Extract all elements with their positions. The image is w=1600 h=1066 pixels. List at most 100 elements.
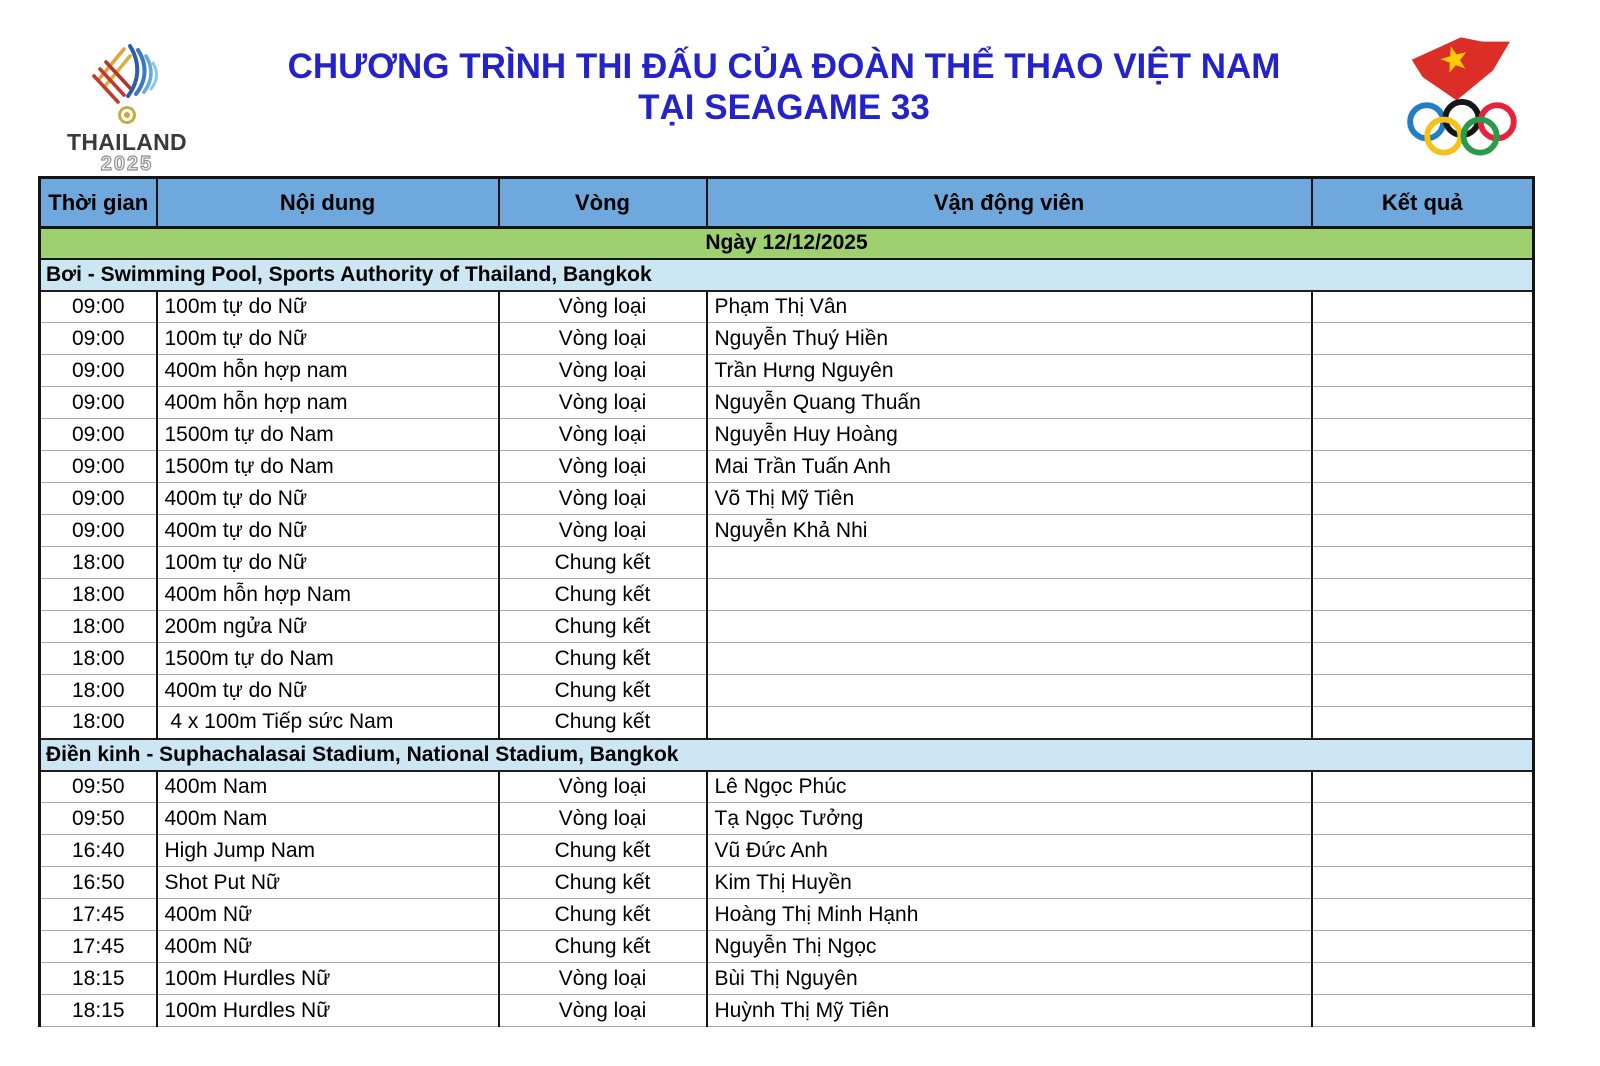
table-row: 09:00 100m tự do Nữ Vòng loại Nguyễn Thuý H… <box>39 322 1534 355</box>
cell-result <box>1311 354 1534 387</box>
cell-event: 200m ngửa Nữ <box>156 610 500 643</box>
vietnam-flag-olympic-rings-icon <box>1407 37 1517 156</box>
cell-event: High Jump Nam <box>156 834 500 867</box>
cell-result <box>1311 674 1534 707</box>
cell-athlete: Nguyễn Thị Ngọc <box>706 930 1313 963</box>
table-row: 16:50 Shot Put Nữ Chung kết Kim Thị Huyền <box>39 866 1534 899</box>
cell-athlete <box>706 546 1313 579</box>
cell-event: 1500m tự do Nam <box>156 450 500 483</box>
cell-event: 1500m tự do Nam <box>156 642 500 675</box>
cell-athlete: Nguyễn Huy Hoàng <box>706 418 1313 451</box>
cell-athlete: Kim Thị Huyền <box>706 866 1313 899</box>
table-row: 17:45 400m Nữ Chung kết Nguyễn Thị Ngọc <box>39 930 1534 963</box>
cell-athlete: Võ Thị Mỹ Tiên <box>706 482 1313 515</box>
cell-athlete <box>706 610 1313 643</box>
cell-round: Vòng loại <box>498 450 708 483</box>
cell-result <box>1311 482 1534 515</box>
cell-time: 09:00 <box>39 354 158 387</box>
table-row: 09:00 400m tự do Nữ Vòng loại Nguyễn Khả Nh… <box>39 514 1534 547</box>
cell-result <box>1311 930 1534 963</box>
cell-result <box>1311 450 1534 483</box>
cell-event: 400m tự do Nữ <box>156 674 500 707</box>
section-header: Bơi - Swimming Pool, Sports Authority of… <box>39 257 1534 292</box>
yellow-star-icon <box>1440 46 1467 73</box>
column-header-2: Nội dung <box>155 176 500 229</box>
cell-event: 400m Nam <box>156 770 500 803</box>
column-header-4: Vận động viên <box>705 176 1313 229</box>
table-row: 09:00 100m tự do Nữ Vòng loại Phạm Thị Vân <box>39 290 1534 323</box>
olympic-rings-icon <box>1407 99 1517 156</box>
cell-time: 16:50 <box>39 866 158 899</box>
cell-event: 100m tự do Nữ <box>156 290 500 323</box>
cell-result <box>1311 962 1534 995</box>
cell-time: 18:00 <box>39 578 158 611</box>
cell-event: 100m tự do Nữ <box>156 546 500 579</box>
cell-event: Shot Put Nữ <box>156 866 500 899</box>
cell-time: 17:45 <box>39 898 158 931</box>
cell-athlete: Trần Hưng Nguyên <box>706 354 1313 387</box>
cell-result <box>1311 994 1534 1027</box>
cell-time: 09:50 <box>39 770 158 803</box>
cell-result <box>1311 322 1534 355</box>
date-row: Ngày 12/12/2025 <box>39 226 1534 260</box>
cell-athlete <box>706 642 1313 675</box>
cell-time: 09:00 <box>39 386 158 419</box>
cell-round: Chung kết <box>498 898 708 931</box>
cell-time: 09:00 <box>39 482 158 515</box>
cell-time: 09:00 <box>39 514 158 547</box>
vietnam-olympic-logo <box>1396 32 1530 158</box>
cell-result <box>1311 866 1534 899</box>
cell-athlete: Hoàng Thị Minh Hạnh <box>706 898 1313 931</box>
vietnam-flag-icon <box>1411 37 1510 101</box>
cell-time: 18:15 <box>39 962 158 995</box>
cell-result <box>1311 386 1534 419</box>
cell-result <box>1311 770 1534 803</box>
cell-time: 09:00 <box>39 322 158 355</box>
cell-round: Chung kết <box>498 674 708 707</box>
cell-round: Vòng loại <box>498 386 708 419</box>
table-row: 18:00 100m tự do Nữ Chung kết <box>39 546 1534 579</box>
cell-round: Vòng loại <box>498 290 708 323</box>
column-header-1: Thời gian <box>38 176 158 229</box>
cell-round: Chung kết <box>498 706 708 739</box>
cell-round: Chung kết <box>498 866 708 899</box>
cell-round: Vòng loại <box>498 994 708 1027</box>
cell-time: 16:40 <box>39 834 158 867</box>
thailand-logo-name: THAILAND <box>67 129 187 155</box>
table-row: 09:00 400m hỗn hợp nam Vòng loại Trần Hưng … <box>39 354 1534 387</box>
cell-athlete: Nguyễn Thuý Hiền <box>706 322 1313 355</box>
cell-event: 400m Nữ <box>156 898 500 931</box>
table-row: 09:50 400m Nam Vòng loại Lê Ngọc Phúc <box>39 770 1534 803</box>
cell-time: 18:00 <box>39 546 158 579</box>
cell-event: 400m hỗn hợp nam <box>156 354 500 387</box>
cell-time: 09:00 <box>39 418 158 451</box>
table-row: 16:40 High Jump Nam Chung kết Vũ Đức Anh <box>39 834 1534 867</box>
table-row: Bơi - Swimming Pool, Sports Authority of… <box>39 257 1534 292</box>
cell-event: 1500m tự do Nam <box>156 418 500 451</box>
table-row: 18:15 100m Hurdles Nữ Vòng loại Huỳnh Thị M… <box>39 994 1534 1027</box>
cell-athlete: Tạ Ngọc Tưởng <box>706 802 1313 835</box>
table-row: 18:00 200m ngửa Nữ Chung kết <box>39 610 1534 643</box>
table-row: 18:00 1500m tự do Nam Chung kết <box>39 642 1534 675</box>
cell-event: 400m Nam <box>156 802 500 835</box>
cell-athlete: Mai Trần Tuấn Anh <box>706 450 1313 483</box>
cell-athlete: Bùi Thị Nguyên <box>706 962 1313 995</box>
cell-time: 09:00 <box>39 450 158 483</box>
cell-round: Vòng loại <box>498 802 708 835</box>
cell-result <box>1311 834 1534 867</box>
cell-round: Vòng loại <box>498 418 708 451</box>
thailand-2025-logo: THAILAND 2025 <box>56 36 198 175</box>
schedule-table: Thời gian Nội dung Vòng Vận động viên Kết qu… <box>38 176 1535 1027</box>
page-title-line1: CHƯƠNG TRÌNH THI ĐẤU CỦA ĐOÀN THỂ THAO V… <box>287 47 1281 86</box>
table-row: 09:00 400m hỗn hợp nam Vòng loại Nguyễn Qua… <box>39 386 1534 419</box>
cell-result <box>1311 802 1534 835</box>
cell-round: Vòng loại <box>498 482 708 515</box>
cell-event: 100m Hurdles Nữ <box>156 994 500 1027</box>
cell-result <box>1311 546 1534 579</box>
cell-round: Chung kết <box>498 546 708 579</box>
table-row: 18:15 100m Hurdles Nữ Vòng loại Bùi Thị Ngu… <box>39 962 1534 995</box>
cell-athlete <box>706 674 1313 707</box>
table-row: 17:45 400m Nữ Chung kết Hoàng Thị Minh Hạnh <box>39 898 1534 931</box>
cell-athlete: Huỳnh Thị Mỹ Tiên <box>706 994 1313 1027</box>
cell-round: Chung kết <box>498 642 708 675</box>
